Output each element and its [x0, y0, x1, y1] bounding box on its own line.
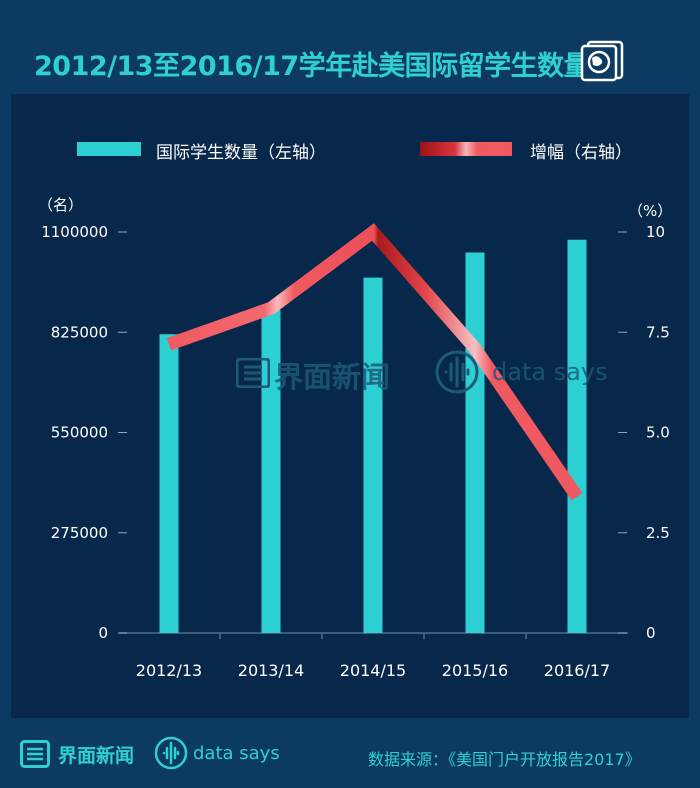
- y-left-tick-label: 0: [98, 624, 108, 642]
- y-left-tick-label: 550000: [51, 424, 108, 442]
- y-right-tick-label: 7.5: [646, 323, 670, 341]
- watermark-datasays: data says: [492, 358, 608, 386]
- footer-logo-icon: [20, 740, 50, 768]
- y-right-tick-label: 2.5: [646, 524, 670, 542]
- growth-line: [166, 223, 583, 501]
- watermark-brand: 界面新闻: [274, 360, 391, 394]
- bar: [159, 334, 179, 633]
- x-category-label: 2013/14: [238, 661, 304, 680]
- bar: [363, 277, 383, 633]
- data-source: 数据来源：《美国门户开放报告2017》: [368, 750, 641, 769]
- y-right-tick-label: 10: [646, 223, 665, 241]
- x-category-label: 2014/15: [340, 661, 406, 680]
- y-left-tick-label: 1100000: [41, 223, 108, 241]
- legend-line-label: 增幅（右轴）: [530, 143, 632, 163]
- legend-bar-label: 国际学生数量（左轴）: [156, 143, 326, 163]
- footer-datasays-icon: [154, 736, 188, 770]
- footer-brand: 界面新闻: [58, 745, 135, 767]
- watermark-datasays-icon: [435, 350, 479, 394]
- x-category-label: 2015/16: [442, 661, 508, 680]
- report-globe-icon: [580, 40, 624, 82]
- footer-datasays: data says: [193, 743, 280, 764]
- bar: [465, 252, 485, 633]
- y-left-tick-label: 275000: [51, 524, 108, 542]
- bar: [567, 239, 587, 633]
- y-left-tick-label: 825000: [51, 323, 108, 341]
- legend-bar-swatch: [77, 142, 141, 156]
- legend-line-swatch: [420, 142, 512, 156]
- bar: [261, 309, 281, 633]
- x-category-label: 2016/17: [544, 661, 610, 680]
- y-right-tick-label: 5.0: [646, 424, 670, 442]
- x-category-label: 2012/13: [136, 661, 202, 680]
- left-axis-unit: （名）: [38, 196, 84, 214]
- page-title: 2012/13至2016/17学年赴美国际留学生数量: [34, 51, 591, 82]
- y-right-tick-label: 0: [646, 624, 656, 642]
- watermark-logo-icon: [236, 358, 270, 388]
- right-axis-unit: （%）: [628, 202, 673, 220]
